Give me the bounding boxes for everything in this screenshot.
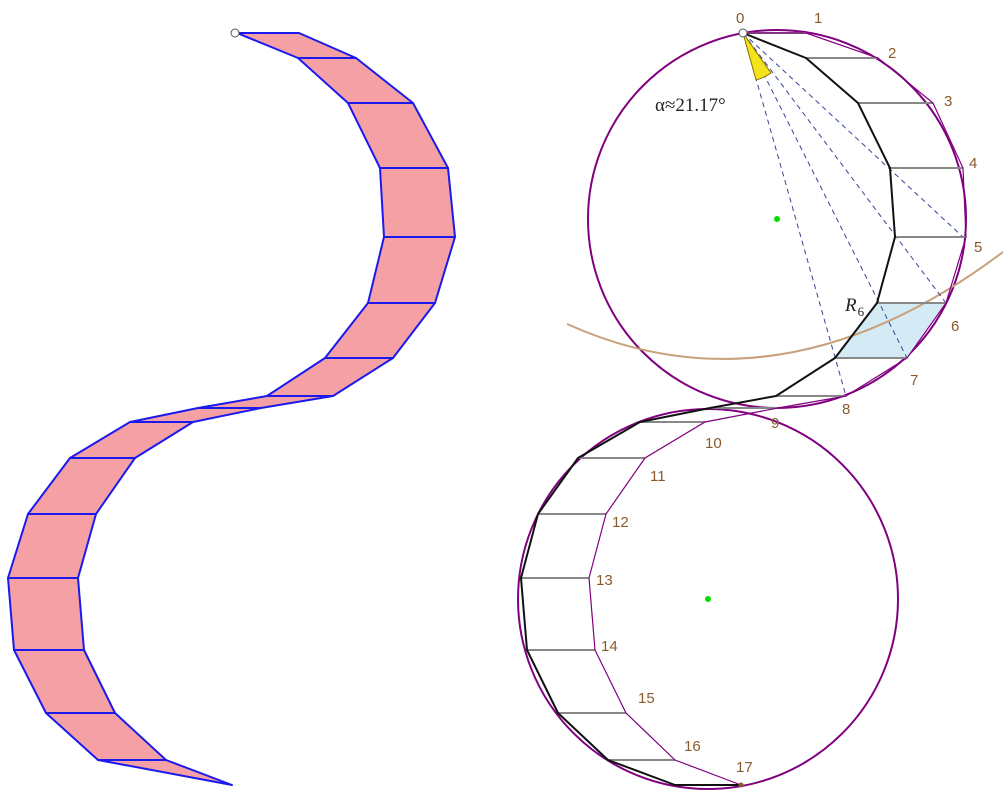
ray-to-5 <box>742 32 964 238</box>
point-label: 1 <box>814 10 822 27</box>
strip-segment <box>197 395 334 409</box>
strip-segment <box>45 712 167 761</box>
point-labels: 0 1 2 3 4 5 6 7 8 9 10 11 12 13 14 15 16… <box>596 10 982 776</box>
strip-segment <box>97 759 233 786</box>
upper-circle-center <box>774 216 780 222</box>
outer-chain <box>588 32 967 786</box>
end-point <box>738 782 744 788</box>
ray-to-7 <box>742 32 908 359</box>
lower-circle-center <box>705 596 711 602</box>
strip-segment <box>69 421 194 459</box>
point-label: 6 <box>951 318 959 335</box>
strip-segment <box>13 649 116 714</box>
point-label: 13 <box>596 572 613 589</box>
strip-segment <box>367 236 456 304</box>
point-label: 5 <box>974 239 982 256</box>
strip-segment <box>379 167 456 238</box>
point-label: 9 <box>771 415 779 432</box>
point-label: 11 <box>650 468 666 485</box>
point-label: 16 <box>684 738 701 755</box>
angle-label: α≈21.17° <box>655 95 726 116</box>
point-label: 4 <box>969 155 977 172</box>
point-label: 3 <box>944 93 952 110</box>
rungs <box>521 32 966 761</box>
point-label: 7 <box>910 372 918 389</box>
radius-arc <box>566 251 1003 360</box>
ray-to-8 <box>742 32 847 397</box>
point-label: 2 <box>888 45 896 62</box>
point-label: 0 <box>736 10 744 27</box>
strip-segment <box>347 102 449 169</box>
strip-segment <box>297 57 414 104</box>
strip-segment <box>129 407 262 423</box>
point-label: 8 <box>842 401 850 418</box>
point-label: 10 <box>705 435 722 452</box>
construction: α≈21.17° R6 0 1 2 3 4 5 6 7 8 9 10 11 12… <box>517 10 1003 790</box>
strip-start-point <box>230 28 240 38</box>
highlighted-cell <box>835 303 946 358</box>
point-label: 15 <box>638 690 655 707</box>
point-label: 17 <box>736 759 753 776</box>
strip-segment <box>266 357 394 397</box>
point-label: 14 <box>601 638 618 655</box>
radius-label: R6 <box>844 295 865 319</box>
start-point <box>738 28 748 38</box>
point-label: 12 <box>612 514 629 531</box>
inner-chain <box>520 32 896 786</box>
strip-segment <box>7 577 85 651</box>
strip-segment <box>324 302 436 359</box>
strip-segment <box>27 457 136 515</box>
s-strip <box>7 32 456 786</box>
ray-to-6 <box>742 32 947 304</box>
strip-segment <box>7 513 97 579</box>
strip-segment <box>236 32 357 59</box>
angle-wedge <box>742 32 772 81</box>
dashed-rays <box>742 32 964 397</box>
